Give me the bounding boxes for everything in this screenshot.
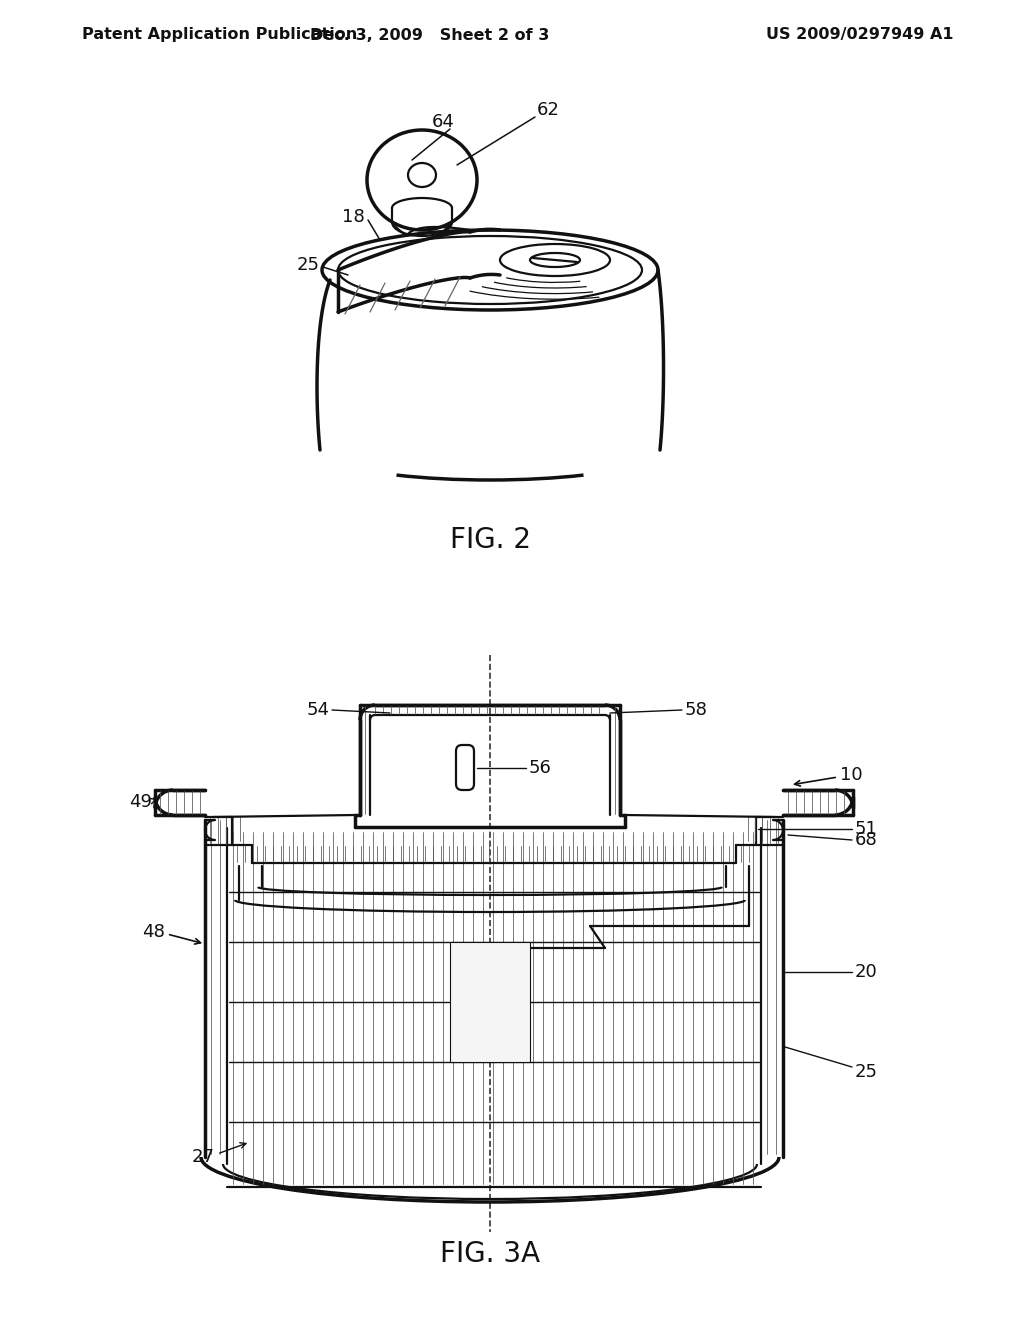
Text: FIG. 2: FIG. 2: [450, 525, 530, 554]
Text: 20: 20: [855, 964, 878, 981]
Text: Dec. 3, 2009   Sheet 2 of 3: Dec. 3, 2009 Sheet 2 of 3: [310, 28, 550, 42]
Text: 25: 25: [855, 1063, 878, 1081]
FancyBboxPatch shape: [456, 744, 474, 789]
Text: 51: 51: [855, 820, 878, 838]
Text: 62: 62: [537, 102, 559, 119]
Text: 10: 10: [840, 766, 862, 784]
Text: 27: 27: [193, 1148, 215, 1166]
Text: FIG. 3A: FIG. 3A: [440, 1239, 540, 1269]
Text: 54: 54: [307, 701, 330, 719]
Text: 18: 18: [342, 209, 365, 226]
Text: 68: 68: [855, 832, 878, 849]
Text: Patent Application Publication: Patent Application Publication: [82, 28, 357, 42]
Bar: [450, 942, 530, 1063]
Text: 48: 48: [142, 923, 165, 941]
Text: US 2009/0297949 A1: US 2009/0297949 A1: [766, 28, 953, 42]
Text: 25: 25: [297, 256, 319, 275]
Text: 49: 49: [129, 793, 152, 810]
Text: 64: 64: [431, 114, 455, 131]
Text: 58: 58: [685, 701, 708, 719]
Text: 56: 56: [529, 759, 552, 777]
